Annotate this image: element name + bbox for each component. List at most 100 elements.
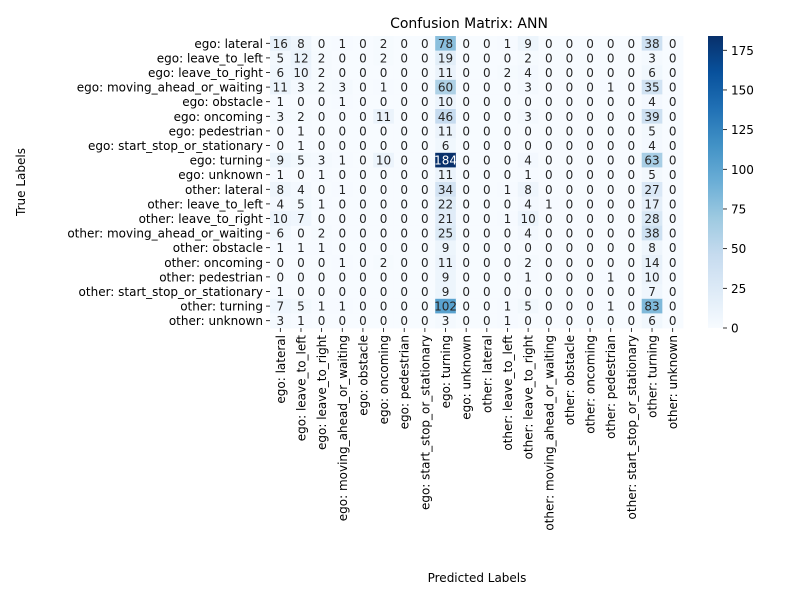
- heatmap-cell: [579, 255, 601, 270]
- heatmap-cell: [435, 79, 457, 95]
- heatmap-cell: [373, 65, 395, 81]
- cell-value-label: 0: [504, 241, 512, 255]
- heatmap-cell: [579, 109, 601, 124]
- heatmap-cell: [641, 196, 663, 212]
- heatmap-cell: [662, 255, 684, 270]
- y-tick-label: other: lateral: [185, 183, 263, 197]
- heatmap-cell: [497, 255, 519, 270]
- cell-value-label: 0: [359, 66, 367, 80]
- y-tick-label: ego: unknown: [178, 168, 263, 182]
- cell-value-label: 0: [607, 197, 615, 211]
- cell-value-label: 0: [586, 241, 594, 255]
- cell-value-label: 0: [566, 227, 574, 241]
- heatmap-cell: [497, 240, 519, 256]
- heatmap-cell: [662, 298, 684, 314]
- cell-value-label: 0: [421, 168, 429, 182]
- heatmap-cell: [621, 50, 643, 66]
- cell-value-label: 63: [644, 154, 659, 168]
- cell-value-label: 0: [607, 139, 615, 153]
- cell-value-label: 10: [520, 212, 535, 226]
- x-tick-label: other: leave_to_right: [522, 335, 536, 460]
- cell-value-label: 0: [338, 51, 346, 65]
- cell-value-label: 0: [545, 51, 553, 65]
- heatmap-cell: [311, 255, 333, 270]
- heatmap-cell: [538, 123, 560, 139]
- cell-value-label: 0: [566, 256, 574, 270]
- heatmap-cell: [600, 79, 622, 95]
- x-tick-label: ego: lateral: [274, 335, 288, 404]
- cell-value-label: 0: [566, 183, 574, 197]
- heatmap-cell: [455, 36, 477, 51]
- heatmap-cell: [393, 182, 415, 197]
- heatmap-cell: [414, 211, 436, 227]
- heatmap-cell: [476, 36, 498, 51]
- x-tick-label: other: pedestrian: [604, 335, 618, 439]
- heatmap-cell: [497, 313, 519, 329]
- cell-value-label: 38: [644, 227, 659, 241]
- heatmap-cell: [290, 298, 312, 314]
- cell-value-label: 0: [380, 124, 388, 138]
- cell-value-label: 0: [462, 66, 470, 80]
- colorbar-tick-label: 100: [731, 163, 754, 177]
- cell-value-label: 0: [524, 124, 532, 138]
- heatmap-cell: [414, 269, 436, 285]
- cell-value-label: 4: [524, 154, 532, 168]
- cell-value-label: 4: [524, 197, 532, 211]
- cell-value-label: 0: [338, 227, 346, 241]
- cell-value-label: 0: [586, 51, 594, 65]
- cell-value-label: 0: [318, 37, 326, 51]
- heatmap-cell: [579, 152, 601, 168]
- cell-value-label: 0: [483, 139, 491, 153]
- heatmap-cell: [538, 138, 560, 154]
- heatmap-cell: [559, 152, 581, 168]
- heatmap-cell: [373, 240, 395, 256]
- cell-value-label: 0: [380, 197, 388, 211]
- cell-value-label: 1: [277, 241, 285, 255]
- cell-value-label: 4: [648, 139, 656, 153]
- heatmap-cell: [621, 240, 643, 256]
- heatmap-cell: [455, 94, 477, 110]
- heatmap-cell: [497, 284, 519, 300]
- cell-value-label: 2: [380, 51, 388, 65]
- cell-value-label: 0: [607, 227, 615, 241]
- heatmap-cell: [414, 182, 436, 197]
- heatmap-cell: [641, 167, 663, 183]
- heatmap-cell: [393, 50, 415, 66]
- heatmap-cell: [414, 298, 436, 314]
- heatmap-cell: [270, 211, 292, 227]
- heatmap-cell: [559, 79, 581, 95]
- heatmap-cell: [662, 36, 684, 51]
- cell-value-label: 0: [545, 300, 553, 314]
- heatmap-cell: [559, 94, 581, 110]
- heatmap-cell: [641, 269, 663, 285]
- cell-value-label: 0: [669, 183, 677, 197]
- cell-value-label: 0: [400, 270, 408, 284]
- cell-value-label: 0: [566, 168, 574, 182]
- cell-value-label: 0: [504, 95, 512, 109]
- heatmap-cell: [641, 211, 663, 227]
- heatmap-cell: [497, 298, 519, 314]
- heatmap-cell: [600, 313, 622, 329]
- x-tick-label: ego: leave_to_right: [315, 335, 329, 450]
- heatmap-cell: [455, 50, 477, 66]
- heatmap-cell: [600, 196, 622, 212]
- cell-value-label: 0: [380, 241, 388, 255]
- heatmap-cell: [393, 313, 415, 329]
- cell-value-label: 0: [318, 139, 326, 153]
- heatmap-cell: [290, 65, 312, 81]
- heatmap-cell: [559, 255, 581, 270]
- heatmap-cell: [641, 182, 663, 197]
- heatmap-cell: [373, 284, 395, 300]
- heatmap-cell: [290, 225, 312, 241]
- heatmap-cell: [435, 298, 457, 314]
- cell-value-label: 0: [483, 241, 491, 255]
- heatmap-cell: [331, 123, 353, 139]
- cell-value-label: 0: [566, 197, 574, 211]
- heatmap-cell: [662, 50, 684, 66]
- heatmap-cell: [497, 65, 519, 81]
- cell-value-label: 0: [628, 37, 636, 51]
- cell-value-label: 0: [359, 51, 367, 65]
- heatmap-cell: [435, 225, 457, 241]
- heatmap-cell: [600, 269, 622, 285]
- heatmap-cell: [662, 211, 684, 227]
